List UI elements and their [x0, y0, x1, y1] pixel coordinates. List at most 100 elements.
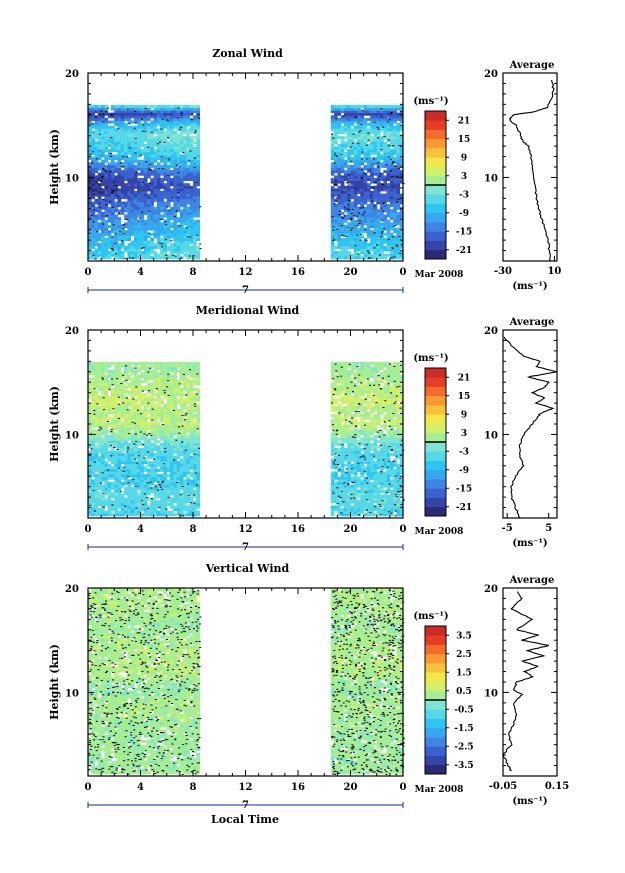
heatmap-cell	[153, 380, 158, 384]
heatmap-cell	[117, 432, 122, 436]
heatmap-cell	[147, 125, 151, 129]
heatmap-cell	[153, 377, 158, 381]
heatmap-cell	[396, 222, 401, 226]
heatmap-cell	[153, 138, 158, 142]
heatmap-cell	[386, 206, 391, 210]
heatmap-cell	[183, 172, 187, 176]
heatmap-cell	[120, 240, 125, 244]
heatmap-cell	[330, 253, 335, 257]
heatmap-cell	[393, 253, 397, 257]
heatmap-cell	[94, 146, 99, 150]
heatmap-cell	[130, 146, 135, 150]
heatmap-cell	[120, 471, 125, 475]
heatmap-cell	[143, 110, 148, 114]
heatmap-cell	[389, 211, 394, 215]
heatmap-cell	[94, 497, 99, 501]
heatmap-cell	[114, 508, 118, 512]
heatmap-cell	[163, 471, 168, 475]
heatmap-cell	[153, 458, 158, 462]
heatmap-cell	[166, 461, 171, 465]
heatmap-cell	[396, 198, 401, 202]
heatmap-cell	[173, 479, 177, 483]
heatmap-cell	[153, 159, 158, 163]
heatmap-cell	[189, 110, 194, 114]
heatmap-cell	[334, 211, 338, 215]
heatmap-cell	[127, 508, 132, 512]
heatmap-cell	[173, 424, 177, 428]
heatmap-cell	[143, 183, 148, 187]
heatmap-cell	[120, 510, 125, 514]
heatmap-cell	[153, 461, 158, 465]
heatmap-cell	[130, 104, 135, 108]
heatmap-cell	[173, 110, 177, 114]
heatmap-cell	[127, 141, 132, 145]
heatmap-cell	[193, 191, 197, 194]
heatmap-cell	[380, 217, 384, 221]
heatmap-cell	[120, 466, 125, 470]
heatmap-cell	[127, 159, 132, 163]
heatmap-cell	[150, 141, 154, 145]
heatmap-cell	[94, 458, 99, 462]
contour-mark	[396, 175, 399, 177]
heatmap-cell	[147, 484, 151, 488]
heatmap-cell	[101, 178, 105, 181]
heatmap-cell	[150, 421, 154, 425]
heatmap-cell	[117, 382, 122, 386]
heatmap-cell	[337, 214, 342, 218]
heatmap-cell	[186, 112, 191, 116]
heatmap-cell	[393, 227, 397, 231]
heatmap-cell	[127, 419, 132, 423]
heatmap-cell	[114, 440, 118, 444]
heatmap-cell	[114, 204, 118, 208]
heatmap-cell	[196, 235, 200, 239]
heatmap-cell	[373, 151, 378, 155]
heatmap-cell	[111, 461, 115, 465]
heatmap-cell	[380, 248, 384, 252]
heatmap-cell	[386, 240, 391, 244]
heatmap-cell	[163, 377, 168, 381]
heatmap-cell	[88, 476, 92, 480]
heatmap-cell	[156, 385, 161, 389]
contour-mark	[92, 254, 95, 256]
heatmap-cell	[170, 453, 174, 457]
heatmap-cell	[156, 162, 161, 166]
heatmap-cell	[140, 206, 145, 210]
heatmap-cell	[91, 364, 95, 368]
heatmap-cell	[176, 361, 181, 365]
heatmap-cell	[147, 136, 151, 140]
heatmap-cell	[153, 125, 158, 129]
heatmap-cell	[163, 395, 168, 399]
heatmap-cell	[186, 149, 191, 153]
heatmap-cell	[176, 466, 181, 470]
heatmap-cell	[357, 115, 361, 119]
heatmap-cell	[353, 162, 358, 166]
heatmap-cell	[88, 393, 92, 397]
heatmap-cell	[150, 479, 154, 483]
heatmap-cell	[166, 416, 171, 420]
heatmap-cell	[120, 416, 125, 420]
heatmap-cell	[143, 104, 148, 108]
heatmap-cell	[340, 248, 345, 252]
heatmap-cell	[104, 227, 109, 231]
heatmap-cell	[373, 159, 378, 163]
heatmap-cell	[111, 149, 115, 153]
heatmap-cell	[160, 185, 164, 189]
heatmap-cell	[366, 112, 371, 116]
heatmap-cell	[153, 211, 158, 215]
heatmap-cell	[91, 196, 95, 200]
heatmap-cell	[340, 217, 345, 221]
heatmap-cell	[160, 424, 164, 428]
heatmap-cell	[160, 380, 164, 384]
heatmap-cell	[366, 245, 371, 249]
heatmap-cell	[160, 466, 164, 470]
heatmap-cell	[107, 157, 112, 161]
contour-mark	[110, 153, 113, 155]
heatmap-cell	[163, 476, 168, 480]
heatmap-cell	[370, 162, 374, 166]
heatmap-cell	[97, 466, 102, 470]
heatmap-cell	[166, 474, 171, 478]
heatmap-cell	[389, 253, 394, 257]
heatmap-cell	[160, 367, 164, 371]
heatmap-cell	[114, 146, 118, 150]
contour-mark	[92, 221, 95, 223]
